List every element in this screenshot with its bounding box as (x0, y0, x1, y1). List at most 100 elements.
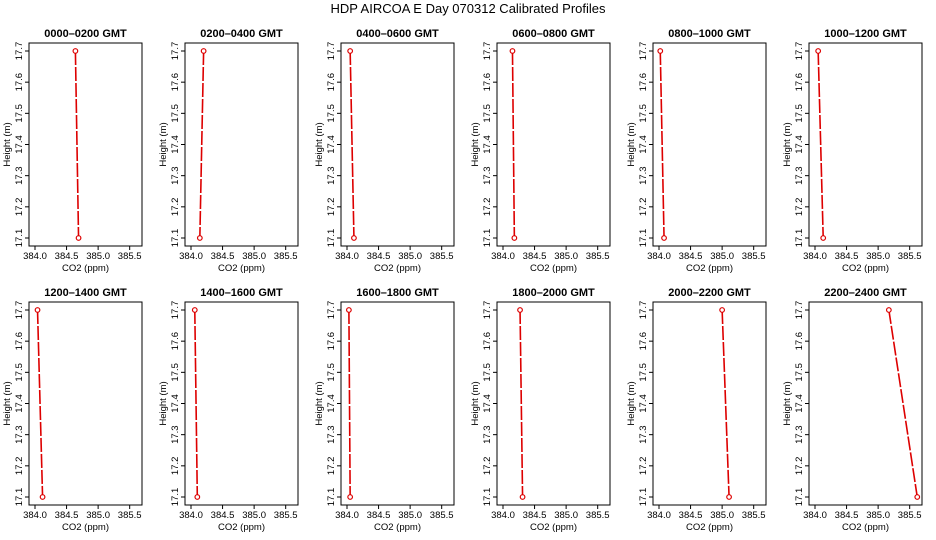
y-tick-label: 17.1 (482, 229, 493, 248)
profile-line (74, 50, 80, 239)
y-tick-label: 17.7 (326, 42, 337, 61)
panel: 1000–1200 GMT 384.0 384.5 385.0 385.5 17.1 17.… (782, 28, 923, 274)
x-tick-label: 385.5 (118, 510, 142, 521)
plot-frame (28, 42, 143, 247)
y-tick-label: 17.4 (170, 394, 181, 413)
x-tick-label: 384.5 (367, 251, 391, 262)
y-axis-label: Height (m) (782, 381, 793, 425)
y-tick-label: 17.3 (14, 166, 25, 185)
x-tick-label: 385.5 (430, 510, 454, 521)
plot-frame (808, 301, 923, 506)
profile-line (721, 309, 730, 498)
y-tick-label: 17.4 (794, 135, 805, 154)
y-tick-label: 17.7 (638, 42, 649, 61)
x-axis-label: CO2 (ppm) (62, 263, 109, 274)
y-tick-label: 17.6 (638, 332, 649, 351)
x-tick-label: 384.0 (803, 251, 827, 262)
y-axis-label: Height (m) (158, 122, 169, 166)
profile-line (348, 309, 351, 498)
y-axis-label: Height (m) (470, 381, 481, 425)
panel: 0800–1000 GMT 384.0 384.5 385.0 385.5 17.1 17.… (626, 28, 767, 274)
y-tick-label: 17.4 (482, 135, 493, 154)
data-point (351, 235, 357, 241)
y-tick-label: 17.5 (14, 363, 25, 382)
x-tick-label: 385.0 (866, 510, 890, 521)
y-tick-label: 17.4 (794, 394, 805, 413)
y-tick-label: 17.5 (170, 363, 181, 382)
x-axis-label: CO2 (ppm) (62, 522, 109, 533)
data-point (885, 307, 892, 313)
y-tick-label: 17.3 (482, 166, 493, 185)
y-tick-label: 17.4 (326, 135, 337, 154)
panel: 1600–1800 GMT 384.0 384.5 385.0 385.5 17.1 17.… (314, 287, 455, 533)
x-tick-label: 385.5 (274, 251, 298, 262)
profile-line (888, 309, 919, 498)
data-point (820, 235, 827, 241)
profile-line (519, 309, 524, 498)
x-tick-label: 384.5 (367, 510, 391, 521)
x-axis-label: CO2 (ppm) (686, 522, 733, 533)
y-axis-label: Height (m) (470, 122, 481, 166)
y-tick-label: 17.2 (482, 198, 493, 217)
panel: 1800–2000 GMT 384.0 384.5 385.0 385.5 17.1 17.… (470, 287, 611, 533)
y-tick-label: 17.7 (14, 301, 25, 320)
y-tick-label: 17.3 (14, 425, 25, 444)
profile-line (349, 50, 355, 239)
x-tick-label: 385.0 (554, 510, 578, 521)
data-point (196, 235, 203, 241)
y-tick-label: 17.1 (170, 488, 181, 507)
x-tick-label: 384.0 (647, 251, 671, 262)
panel: 2000–2200 GMT 384.0 384.5 385.0 385.5 17.1 17.… (626, 287, 767, 533)
y-tick-label: 17.2 (794, 198, 805, 217)
x-tick-label: 384.0 (335, 251, 359, 262)
y-axis-label: Height (m) (782, 122, 793, 166)
x-tick-label: 385.0 (554, 251, 578, 262)
data-point (719, 307, 726, 313)
y-tick-label: 17.7 (170, 42, 181, 61)
x-axis-label: CO2 (ppm) (842, 263, 889, 274)
panel: 0600–0800 GMT 384.0 384.5 385.0 385.5 17.1 17.… (470, 28, 611, 274)
x-tick-label: 384.5 (211, 510, 235, 521)
y-tick-label: 17.5 (794, 363, 805, 382)
y-tick-label: 17.1 (638, 488, 649, 507)
y-axis-label: Height (m) (158, 381, 169, 425)
data-point (75, 235, 82, 241)
data-point (194, 494, 201, 500)
y-tick-label: 17.2 (14, 457, 25, 476)
panel-title: 0800–1000 GMT (668, 28, 751, 40)
panel-title: 0600–0800 GMT (512, 28, 595, 40)
plot-frame (652, 42, 767, 247)
profile-line (817, 50, 825, 239)
y-tick-label: 17.6 (326, 73, 337, 92)
y-tick-label: 17.6 (326, 332, 337, 351)
y-tick-label: 17.6 (482, 332, 493, 351)
data-point (191, 307, 198, 313)
y-tick-label: 17.3 (170, 166, 181, 185)
y-tick-label: 17.1 (638, 229, 649, 248)
data-point (519, 494, 526, 500)
x-tick-label: 384.0 (491, 510, 515, 521)
y-tick-label: 17.5 (482, 363, 493, 382)
x-tick-label: 384.0 (647, 510, 671, 521)
y-tick-label: 17.7 (638, 301, 649, 320)
data-point (511, 235, 518, 241)
plot-frame (28, 301, 143, 506)
profile-line (36, 309, 44, 498)
y-tick-label: 17.2 (326, 457, 337, 476)
x-axis-label: CO2 (ppm) (374, 263, 421, 274)
y-tick-label: 17.2 (638, 457, 649, 476)
x-tick-label: 385.5 (742, 510, 766, 521)
panel: 2200–2400 GMT 384.0 384.5 385.0 385.5 17.1 17.… (782, 287, 923, 533)
x-tick-label: 385.0 (86, 251, 110, 262)
y-tick-label: 17.5 (170, 104, 181, 123)
plot-frame (340, 301, 455, 506)
x-tick-label: 385.0 (398, 251, 422, 262)
x-tick-label: 384.5 (835, 510, 859, 521)
y-tick-label: 17.3 (326, 166, 337, 185)
y-tick-label: 17.7 (170, 301, 181, 320)
x-axis-label: CO2 (ppm) (218, 263, 265, 274)
y-axis-label: Height (m) (314, 381, 325, 425)
y-tick-label: 17.2 (170, 198, 181, 217)
x-tick-label: 385.0 (710, 251, 734, 262)
